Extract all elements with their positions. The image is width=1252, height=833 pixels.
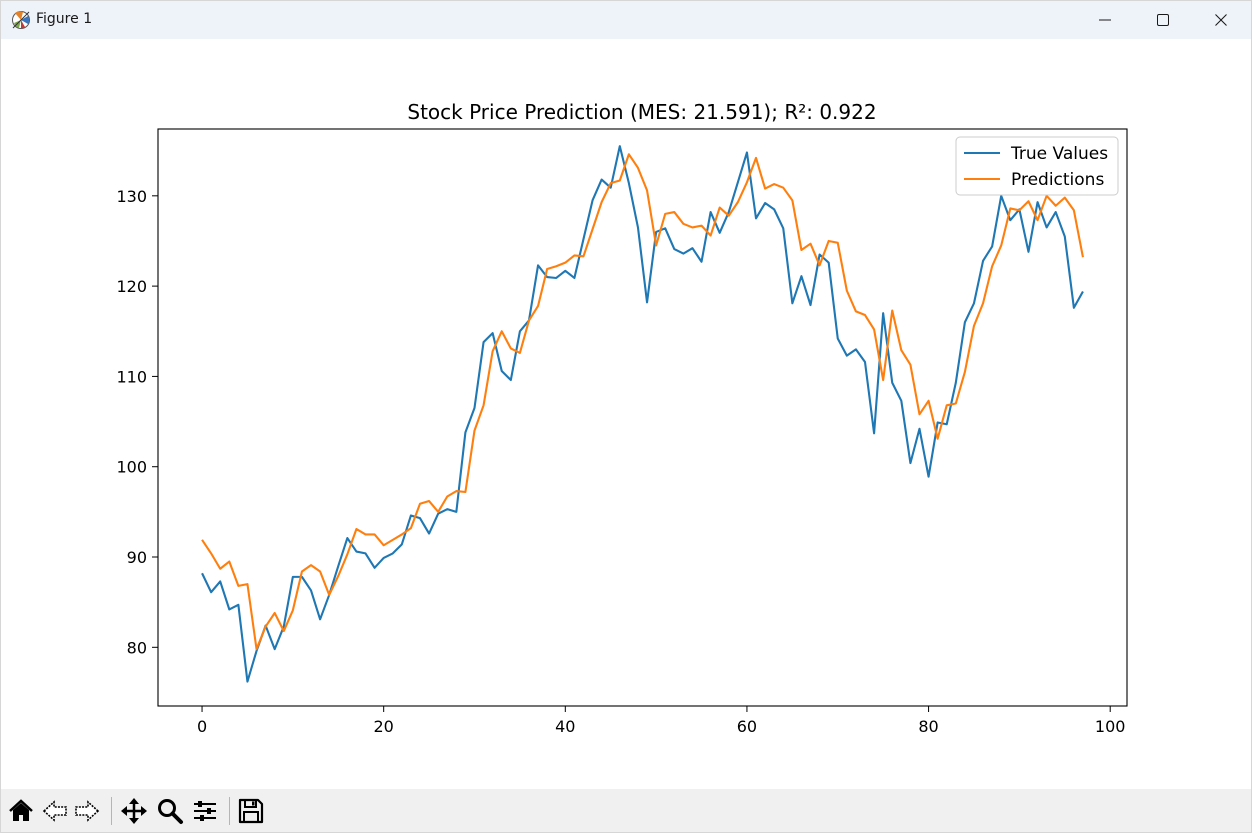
legend-label-1: Predictions — [1011, 170, 1104, 190]
series-line-0 — [201, 145, 1084, 683]
series-lines — [201, 145, 1084, 683]
matplotlib-app-icon — [12, 11, 30, 29]
back-button[interactable] — [41, 797, 69, 825]
x-tick-label: 60 — [737, 717, 757, 736]
x-tick-label: 40 — [555, 717, 575, 736]
forward-icon — [75, 800, 100, 822]
pan-button[interactable] — [120, 797, 148, 825]
minimize-button[interactable] — [1076, 1, 1134, 39]
navigation-toolbar — [1, 789, 1251, 832]
chart-title: Stock Price Prediction (MES: 21.591); R²… — [407, 100, 876, 124]
window-title: Figure 1 — [36, 11, 93, 27]
y-tick-label: 80 — [127, 638, 147, 657]
zoom-button[interactable] — [156, 797, 184, 825]
title-bar[interactable]: Figure 1 — [1, 1, 1251, 39]
legend-frame — [955, 136, 1119, 196]
y-tick-label: 110 — [116, 367, 147, 386]
save-button[interactable] — [237, 797, 265, 825]
x-tick-label: 0 — [197, 717, 207, 736]
home-icon — [9, 799, 33, 821]
close-icon — [1215, 14, 1227, 26]
back-icon — [42, 800, 67, 822]
save-icon — [238, 798, 264, 824]
y-tick-label: 120 — [116, 277, 147, 296]
y-tick-label: 130 — [116, 187, 147, 206]
y-tick-label: 100 — [116, 458, 147, 477]
toolbar-separator — [229, 797, 230, 825]
x-axis: 0 20 40 60 80 100 — [197, 706, 1126, 736]
configure-subplots-button[interactable] — [191, 797, 219, 825]
y-tick-label: 90 — [127, 548, 147, 567]
y-axis: 80 90 100 110 120 130 — [116, 187, 158, 657]
legend: True Values Predictions — [955, 136, 1119, 196]
legend-label-0: True Values — [1010, 144, 1108, 164]
x-tick-label: 80 — [918, 717, 938, 736]
close-button[interactable] — [1192, 1, 1250, 39]
axes-frame — [157, 128, 1128, 707]
pan-icon — [121, 798, 147, 824]
home-button[interactable] — [7, 797, 35, 825]
zoom-icon — [158, 799, 183, 824]
x-tick-label: 100 — [1095, 717, 1126, 736]
figure-canvas[interactable]: Stock Price Prediction (MES: 21.591); R²… — [1, 39, 1251, 789]
maximize-button[interactable] — [1134, 1, 1192, 39]
line-chart: Stock Price Prediction (MES: 21.591); R²… — [116, 100, 1128, 736]
forward-button[interactable] — [73, 797, 101, 825]
minimize-icon — [1099, 19, 1111, 21]
configure-subplots-icon — [194, 801, 216, 821]
series-line-1 — [201, 153, 1084, 651]
x-tick-label: 20 — [373, 717, 393, 736]
toolbar-separator — [111, 797, 112, 825]
maximize-icon — [1157, 14, 1169, 26]
